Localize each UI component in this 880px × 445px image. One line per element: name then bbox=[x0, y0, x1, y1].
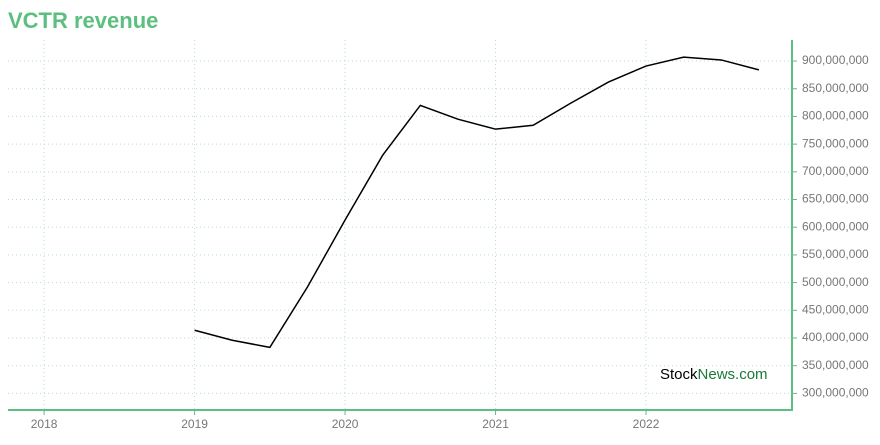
y-tick-label: 400,000,000 bbox=[802, 330, 869, 344]
y-tick-label: 350,000,000 bbox=[802, 358, 869, 372]
watermark-part: Stock bbox=[660, 366, 698, 383]
x-tick-label: 2021 bbox=[482, 417, 509, 431]
x-tick-label: 2019 bbox=[181, 417, 208, 431]
y-tick-label: 800,000,000 bbox=[802, 109, 869, 123]
watermark-part: News.com bbox=[698, 366, 768, 383]
y-tick-label: 600,000,000 bbox=[802, 219, 869, 233]
y-tick-label: 850,000,000 bbox=[802, 81, 869, 95]
y-tick-label: 900,000,000 bbox=[802, 53, 869, 67]
y-tick-label: 300,000,000 bbox=[802, 386, 869, 400]
x-tick-label: 2020 bbox=[332, 417, 359, 431]
x-tick-label: 2018 bbox=[31, 417, 58, 431]
data-line bbox=[194, 56, 760, 349]
watermark: StockNews.com bbox=[660, 366, 768, 383]
y-tick-label: 700,000,000 bbox=[802, 164, 869, 178]
y-tick-label: 500,000,000 bbox=[802, 275, 869, 289]
y-tick-label: 450,000,000 bbox=[802, 302, 869, 316]
y-tick-label: 550,000,000 bbox=[802, 247, 869, 261]
x-tick-label: 2022 bbox=[633, 417, 660, 431]
y-tick-label: 650,000,000 bbox=[802, 192, 869, 206]
y-tick-label: 750,000,000 bbox=[802, 136, 869, 150]
chart-title: VCTR revenue bbox=[8, 8, 158, 33]
